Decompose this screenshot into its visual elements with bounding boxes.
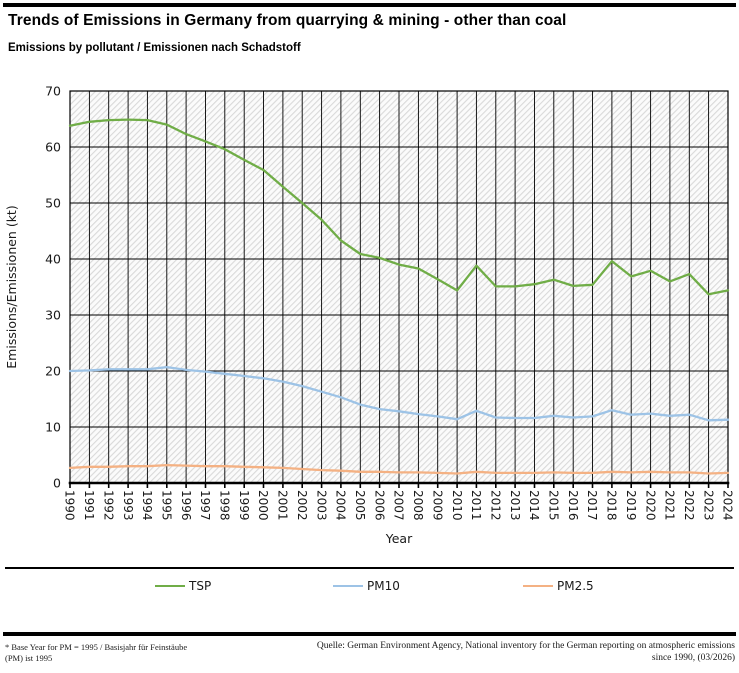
legend-label: TSP	[189, 579, 212, 593]
svg-text:2023: 2023	[701, 490, 715, 521]
svg-text:1991: 1991	[82, 490, 96, 521]
svg-text:60: 60	[45, 140, 61, 155]
series-line-pm25	[68, 463, 730, 475]
source-line-1: Quelle: German Environment Agency, Natio…	[316, 641, 735, 651]
svg-text:2024: 2024	[721, 490, 735, 521]
svg-text:20: 20	[45, 364, 61, 379]
x-tick-labels: 1990 1991 1992 1993 1994 1995 1996 1997 1998 1999…	[63, 490, 735, 521]
svg-text:1993: 1993	[121, 490, 135, 521]
svg-text:2010: 2010	[450, 490, 464, 521]
footer-divider	[3, 632, 736, 636]
footnote-line-2: (PM) ist 1995	[5, 653, 53, 663]
svg-text:2001: 2001	[276, 490, 290, 521]
x-axis-ticks	[69, 483, 729, 488]
svg-text:10: 10	[45, 420, 61, 435]
svg-text:0: 0	[53, 476, 61, 491]
page-title: Trends of Emissions in Germany from quar…	[8, 12, 567, 29]
svg-text:2018: 2018	[605, 490, 619, 521]
svg-text:2005: 2005	[353, 490, 367, 521]
legend-item-pm10: PM10	[333, 576, 400, 596]
svg-text:1994: 1994	[140, 490, 154, 521]
chart-legend: TSP PM10 PM2.5	[0, 576, 739, 598]
series-line-pm10	[68, 365, 730, 422]
svg-text:70: 70	[45, 85, 61, 99]
legend-divider	[5, 567, 734, 569]
series-line-tsp	[68, 118, 730, 296]
legend-label: PM10	[367, 579, 400, 593]
top-divider	[3, 3, 736, 7]
footnote-base-year: * Base Year for PM = 1995 / Basisjahr fü…	[5, 642, 187, 664]
svg-text:1999: 1999	[237, 490, 251, 521]
svg-text:2007: 2007	[392, 490, 406, 521]
svg-text:2008: 2008	[411, 490, 425, 521]
svg-text:1992: 1992	[101, 490, 115, 521]
legend-swatch-pm25	[523, 584, 553, 588]
legend-swatch-pm10	[333, 584, 363, 588]
svg-text:30: 30	[45, 308, 61, 323]
svg-text:1990: 1990	[63, 490, 77, 521]
svg-text:2011: 2011	[469, 490, 483, 521]
svg-text:2002: 2002	[295, 490, 309, 521]
legend-label: PM2.5	[557, 579, 594, 593]
svg-text:2015: 2015	[547, 490, 561, 521]
svg-text:1998: 1998	[218, 490, 232, 521]
legend-item-tsp: TSP	[155, 576, 211, 596]
svg-text:2022: 2022	[682, 490, 696, 521]
svg-text:2006: 2006	[372, 490, 386, 521]
x-axis-title: Year	[385, 531, 413, 546]
svg-text:2003: 2003	[314, 490, 328, 521]
svg-text:1996: 1996	[179, 490, 193, 521]
svg-text:2017: 2017	[585, 490, 599, 521]
legend-item-pm25: PM2.5	[523, 576, 594, 596]
svg-text:2004: 2004	[334, 490, 348, 521]
svg-text:50: 50	[45, 196, 61, 211]
svg-text:2014: 2014	[527, 490, 541, 521]
source-line-2: since 1990, (03/2026)	[651, 652, 735, 663]
y-axis-title: Emissions/Emissionen (kt)	[4, 205, 19, 368]
page-subtitle: Emissions by pollutant / Emissionen nach…	[8, 42, 301, 54]
footnote-line-1: * Base Year for PM = 1995 / Basisjahr fü…	[5, 642, 188, 652]
svg-text:2009: 2009	[430, 490, 444, 521]
y-tick-labels: 0 10 20 30 40 50 60 70	[45, 85, 61, 491]
svg-text:2000: 2000	[256, 490, 270, 521]
svg-text:40: 40	[45, 252, 61, 267]
svg-text:2013: 2013	[508, 490, 522, 521]
source-attribution: Quelle: German Environment Agency, Natio…	[265, 641, 735, 664]
svg-text:2020: 2020	[643, 490, 657, 521]
svg-text:2016: 2016	[566, 490, 580, 521]
svg-text:2021: 2021	[663, 490, 677, 521]
svg-text:2019: 2019	[624, 490, 638, 521]
legend-swatch-tsp	[155, 584, 185, 588]
svg-text:1997: 1997	[198, 490, 212, 521]
svg-text:1995: 1995	[160, 490, 174, 521]
svg-text:2012: 2012	[489, 490, 503, 521]
